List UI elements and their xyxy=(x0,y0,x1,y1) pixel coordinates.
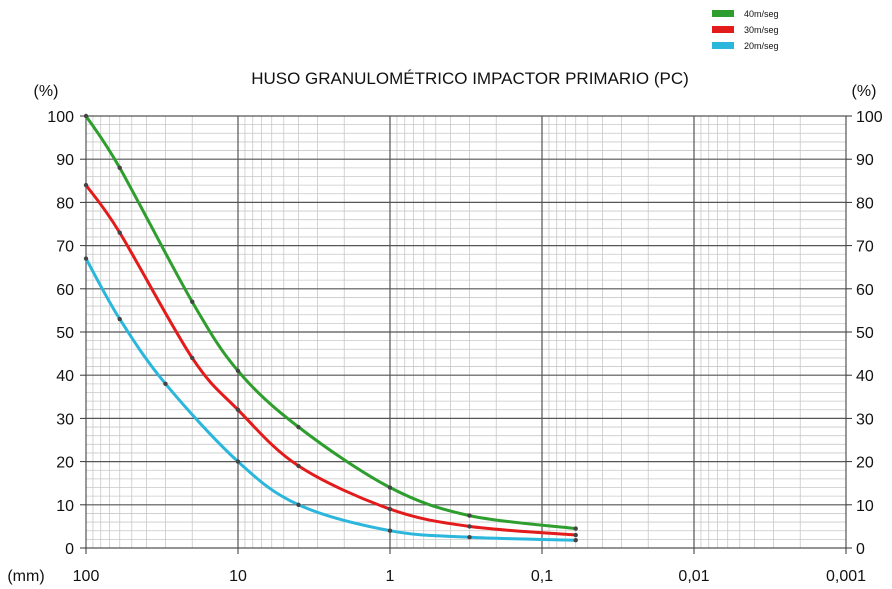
y-right-unit-label: (%) xyxy=(852,83,877,100)
y-left-tick-label: 90 xyxy=(56,152,74,169)
y-left-tick-label: 10 xyxy=(56,498,74,515)
x-unit-label: (mm) xyxy=(7,568,44,585)
y-left-tick-label: 70 xyxy=(56,239,74,256)
y-right-tick-label: 50 xyxy=(856,325,874,342)
x-tick-label: 0,01 xyxy=(678,568,709,585)
y-right-tick-label: 20 xyxy=(856,455,874,472)
y-right-tick-label: 70 xyxy=(856,239,874,256)
x-tick-label: 100 xyxy=(73,568,100,585)
series-point-2 xyxy=(573,538,578,543)
series-point-2 xyxy=(83,256,89,261)
y-right-tick-label: 60 xyxy=(856,282,874,299)
series-point-0 xyxy=(117,165,122,171)
y-left-tick-label: 80 xyxy=(56,195,74,212)
y-left-tick-label: 50 xyxy=(56,325,74,342)
y-right-tick-label: 40 xyxy=(856,368,874,385)
series-point-1 xyxy=(235,407,241,412)
series-point-0 xyxy=(190,299,195,304)
y-left-tick-label: 100 xyxy=(47,109,74,126)
series-point-0 xyxy=(235,368,241,374)
y-left-tick-label: 20 xyxy=(56,455,74,472)
x-tick-label: 1 xyxy=(386,568,395,585)
legend-label: 40m/seg xyxy=(744,9,779,19)
y-left-ticks: 0 10 20 30 40 50 60 70 80 90 100 xyxy=(47,109,86,558)
series-point-0 xyxy=(467,513,472,518)
legend-label: 20m/seg xyxy=(744,41,779,51)
series-group xyxy=(83,113,578,543)
series-point-1 xyxy=(190,355,195,361)
y-right-tick-label: 10 xyxy=(856,498,874,515)
series-line-0 xyxy=(84,114,578,531)
chart-title: HUSO GRANULOMÉTRICO IMPACTOR PRIMARIO (P… xyxy=(251,69,689,88)
y-left-tick-label: 0 xyxy=(65,541,74,558)
series-point-1 xyxy=(117,230,122,235)
series-point-2 xyxy=(296,502,301,507)
y-left-unit-label: (%) xyxy=(34,83,59,100)
series-point-1 xyxy=(387,506,393,512)
legend-swatch xyxy=(712,10,734,17)
series-point-0 xyxy=(387,485,393,490)
series-point-2 xyxy=(387,528,393,533)
y-right-tick-label: 90 xyxy=(856,152,874,169)
series-point-2 xyxy=(235,459,241,464)
y-right-tick-label: 30 xyxy=(856,411,874,428)
y-left-tick-label: 30 xyxy=(56,411,74,428)
series-point-1 xyxy=(83,182,89,188)
x-tick-label: 0,001 xyxy=(826,568,866,585)
series-point-0 xyxy=(83,113,89,119)
y-right-tick-label: 100 xyxy=(856,109,883,126)
series-point-2 xyxy=(163,381,168,387)
legend: 40m/seg 30m/seg 20m/seg xyxy=(712,9,779,51)
series-point-0 xyxy=(573,526,578,531)
y-left-tick-label: 40 xyxy=(56,368,74,385)
x-ticks: 100 10 1 0,1 0,01 0,001 xyxy=(73,548,866,585)
grid-major xyxy=(85,115,847,549)
series-line-1 xyxy=(84,183,578,537)
legend-swatch xyxy=(712,26,734,33)
series-point-2 xyxy=(467,535,472,540)
x-tick-label: 0,1 xyxy=(531,568,553,585)
series-point-1 xyxy=(296,463,301,469)
series-point-1 xyxy=(573,532,578,538)
legend-label: 30m/seg xyxy=(744,25,779,35)
series-point-0 xyxy=(296,424,301,430)
y-right-tick-label: 80 xyxy=(856,195,874,212)
series-point-2 xyxy=(117,316,122,322)
series-point-1 xyxy=(467,524,472,529)
y-left-tick-label: 60 xyxy=(56,282,74,299)
y-right-tick-label: 0 xyxy=(856,541,865,558)
x-tick-label: 10 xyxy=(229,568,247,585)
legend-swatch xyxy=(712,42,734,49)
